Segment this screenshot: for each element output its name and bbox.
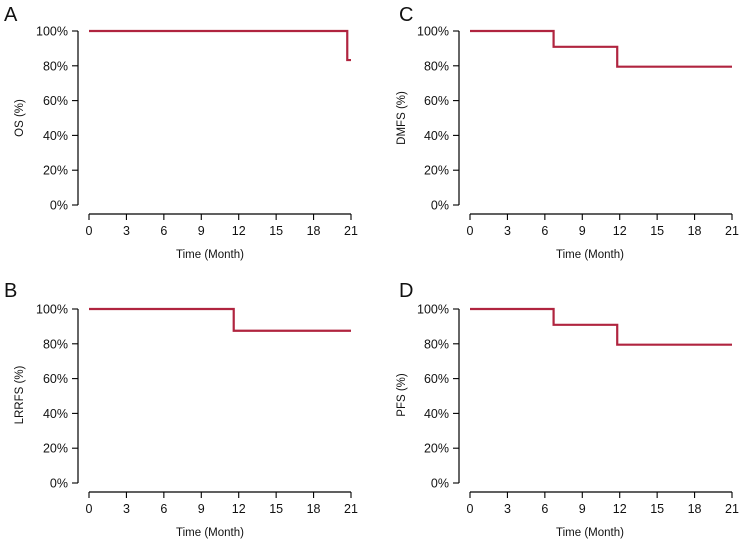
x-tick-label-b: 6: [160, 502, 167, 516]
x-tick-label-d: 3: [504, 502, 511, 516]
x-tick-label-d: 18: [688, 502, 702, 516]
x-tick-label-c: 18: [688, 224, 702, 238]
x-tick-label-c: 6: [541, 224, 548, 238]
x-tick-label-b: 18: [307, 502, 321, 516]
panel-a-os: A OS (%) Time (Month) 0% 20% 40% 60% 80% 100%…: [4, 4, 358, 261]
panel-letter-c: C: [399, 4, 413, 26]
x-tick-label-a: 0: [86, 224, 93, 238]
y-tick-label-a: 20%: [43, 164, 68, 178]
y-tick-label-b: 60%: [43, 372, 68, 386]
y-tick-label-a: 40%: [43, 129, 68, 143]
x-tick-label-b: 3: [123, 502, 130, 516]
panel-letter-a: A: [4, 4, 18, 26]
x-tick-label-b: 12: [232, 502, 246, 516]
y-axis-title-b: LRRFS (%): [14, 365, 26, 424]
y-tick-label-a: 100%: [36, 25, 68, 39]
x-tick-label-a: 3: [123, 224, 130, 238]
x-tick-label-c: 3: [504, 224, 511, 238]
y-tick-label-b: 0%: [50, 477, 68, 491]
x-tick-label-b: 21: [344, 502, 358, 516]
y-tick-label-a: 0%: [50, 199, 68, 213]
y-tick-label-d: 20%: [424, 442, 449, 456]
y-tick-label-c: 100%: [417, 25, 449, 39]
y-tick-label-c: 20%: [424, 164, 449, 178]
x-tick-label-a: 9: [198, 224, 205, 238]
panel-c-dmfs: C DMFS (%) Time (Month) 0% 20% 40% 60% 80% 10…: [396, 4, 739, 261]
x-axis-title-c: Time (Month): [556, 249, 624, 261]
x-tick-label-d: 9: [579, 502, 586, 516]
x-tick-label-d: 0: [467, 502, 474, 516]
y-tick-label-b: 40%: [43, 407, 68, 421]
x-tick-label-a: 21: [344, 224, 358, 238]
x-tick-label-a: 12: [232, 224, 246, 238]
survival-curve-lrrfs: [89, 307, 351, 332]
x-tick-label-b: 9: [198, 502, 205, 516]
x-tick-label-a: 18: [307, 224, 321, 238]
x-axis-title-d: Time (Month): [556, 527, 624, 539]
x-tick-label-c: 9: [579, 224, 586, 238]
survival-curve-pfs: [470, 307, 732, 346]
x-tick-label-c: 21: [725, 224, 739, 238]
x-tick-label-b: 15: [269, 502, 283, 516]
panel-letter-d: D: [399, 280, 413, 302]
panel-letter-b: B: [4, 280, 17, 302]
x-tick-label-c: 12: [613, 224, 627, 238]
y-axis-title-d: PFS (%): [396, 373, 408, 417]
y-tick-label-c: 60%: [424, 94, 449, 108]
survival-curve-dmfs: [470, 29, 732, 68]
y-tick-label-b: 100%: [36, 303, 68, 317]
y-tick-label-d: 40%: [424, 407, 449, 421]
y-tick-label-d: 0%: [431, 477, 449, 491]
panel-b-lrrfs: B LRRFS (%) Time (Month) 0% 20% 40% 60% 80% 1…: [4, 280, 358, 539]
x-tick-label-d: 6: [541, 502, 548, 516]
y-axis-title-c: DMFS (%): [396, 91, 408, 145]
y-tick-label-b: 80%: [43, 337, 68, 351]
survival-curve-os: [89, 29, 351, 62]
x-axis-title-b: Time (Month): [176, 527, 244, 539]
y-tick-label-c: 0%: [431, 199, 449, 213]
x-tick-label-d: 12: [613, 502, 627, 516]
y-tick-label-b: 20%: [43, 442, 68, 456]
x-tick-label-d: 15: [650, 502, 664, 516]
x-tick-label-d: 21: [725, 502, 739, 516]
y-tick-label-d: 80%: [424, 337, 449, 351]
x-tick-label-a: 15: [269, 224, 283, 238]
y-tick-label-c: 80%: [424, 59, 449, 73]
x-tick-label-b: 0: [86, 502, 93, 516]
x-tick-label-c: 15: [650, 224, 664, 238]
x-tick-label-a: 6: [160, 224, 167, 238]
y-tick-label-a: 60%: [43, 94, 68, 108]
x-tick-label-c: 0: [467, 224, 474, 238]
y-axis-title-a: OS (%): [14, 99, 26, 137]
x-axis-title-a: Time (Month): [176, 249, 244, 261]
panel-d-pfs: D PFS (%) Time (Month) 0% 20% 40% 60% 80% 100…: [396, 280, 739, 539]
y-tick-label-a: 80%: [43, 59, 68, 73]
y-tick-label-d: 100%: [417, 303, 449, 317]
y-tick-label-c: 40%: [424, 129, 449, 143]
y-tick-label-d: 60%: [424, 372, 449, 386]
